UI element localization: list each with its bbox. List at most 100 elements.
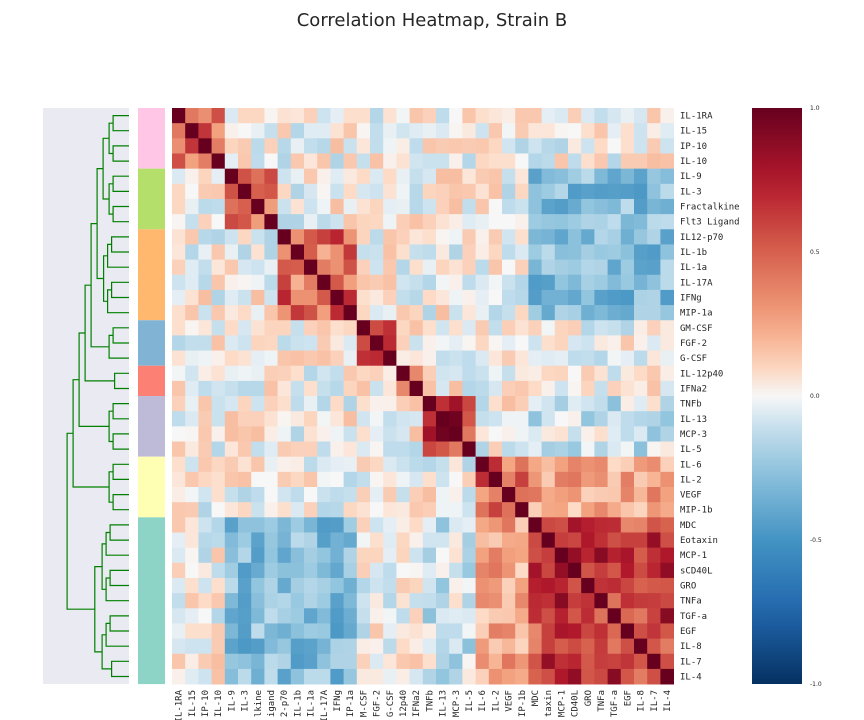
- heatmap-cell: [594, 289, 608, 306]
- heatmap-cell: [198, 108, 212, 124]
- heatmap-cell: [436, 426, 450, 442]
- heatmap-cell: [449, 244, 463, 260]
- heatmap-cell: [515, 517, 529, 533]
- heatmap-cell: [211, 380, 226, 397]
- colorbar-tick-label: 1.0: [810, 105, 820, 112]
- heatmap-cell: [264, 153, 278, 170]
- heatmap-cell: [634, 668, 648, 685]
- heatmap-cell: [290, 274, 305, 291]
- heatmap-cell: [383, 653, 397, 670]
- heatmap-cell: [462, 183, 476, 200]
- heatmap-cell: [568, 502, 582, 518]
- heatmap-cell: [343, 244, 358, 260]
- heatmap-cell: [647, 168, 661, 185]
- heatmap-cell: [185, 350, 199, 367]
- heatmap-cell: [620, 411, 635, 427]
- heatmap-cell: [277, 244, 292, 260]
- heatmap-cell: [198, 608, 212, 624]
- heatmap-cell: [541, 183, 556, 200]
- heatmap-cell: [475, 411, 490, 427]
- heatmap-cell: [370, 305, 384, 321]
- heatmap-cell: [409, 274, 424, 291]
- heatmap-cell: [488, 198, 503, 215]
- heatmap-cell: [172, 668, 186, 685]
- cluster-color-strip: [138, 108, 165, 685]
- heatmap-cell: [224, 183, 239, 200]
- heatmap-cell: [422, 517, 437, 533]
- heatmap-cell: [660, 183, 674, 200]
- heatmap-cell: [620, 365, 635, 382]
- heatmap-cell: [475, 517, 490, 533]
- heatmap-cell: [449, 608, 463, 624]
- heatmap-cell: [356, 668, 371, 685]
- heatmap-cell: [409, 471, 424, 488]
- heatmap-cell: [198, 517, 212, 533]
- heatmap-cell: [475, 562, 490, 579]
- heatmap-cell: [251, 244, 265, 260]
- heatmap-cell: [238, 123, 252, 139]
- heatmap-cell: [647, 577, 661, 594]
- heatmap-cell: [594, 411, 608, 427]
- heatmap-cell: [264, 411, 278, 427]
- heatmap-cell: [290, 365, 305, 382]
- heatmap-cell: [224, 532, 239, 549]
- heatmap-cell: [238, 653, 252, 670]
- heatmap-cell: [475, 532, 490, 549]
- heatmap-cell: [554, 411, 569, 427]
- heatmap-cell: [515, 593, 529, 609]
- heatmap-cell: [264, 108, 278, 124]
- heatmap-cell: [515, 380, 529, 397]
- heatmap-cell: [541, 502, 556, 518]
- heatmap-cell: [264, 168, 278, 185]
- heatmap-cell: [224, 350, 239, 367]
- heatmap-cell: [515, 623, 529, 639]
- heatmap-cell: [607, 577, 622, 594]
- heatmap-cell: [620, 547, 635, 564]
- heatmap-cell: [647, 653, 661, 670]
- heatmap-cell: [198, 487, 212, 503]
- heatmap-cell: [541, 396, 556, 412]
- heatmap-cell: [607, 547, 622, 564]
- heatmap-cell: [383, 426, 397, 442]
- heatmap-cell: [449, 168, 463, 185]
- y-tick-label: MCP-1: [680, 551, 707, 561]
- heatmap-cell: [343, 547, 358, 564]
- heatmap-cell: [462, 335, 476, 351]
- heatmap-cell: [488, 638, 503, 655]
- heatmap-cell: [554, 380, 569, 397]
- heatmap-cell: [290, 214, 305, 230]
- heatmap-cell: [396, 396, 410, 412]
- heatmap-cell: [172, 305, 186, 321]
- heatmap-cell: [370, 532, 384, 549]
- heatmap-cell: [488, 365, 503, 382]
- heatmap-cell: [198, 396, 212, 412]
- heatmap-cell: [502, 274, 516, 291]
- heatmap-cell: [528, 198, 542, 215]
- heatmap-cell: [660, 608, 674, 624]
- heatmap-cell: [515, 183, 529, 200]
- heatmap-cell: [554, 153, 569, 170]
- heatmap-cell: [172, 593, 186, 609]
- heatmap-cell: [409, 198, 424, 215]
- heatmap-cell: [211, 426, 226, 442]
- heatmap-cell: [515, 305, 529, 321]
- heatmap-cell: [224, 547, 239, 564]
- heatmap-cell: [172, 108, 186, 124]
- heatmap-cell: [304, 653, 318, 670]
- heatmap-cell: [475, 502, 490, 518]
- heatmap-cell: [422, 168, 437, 185]
- heatmap-cell: [409, 289, 424, 306]
- heatmap-cell: [422, 502, 437, 518]
- heatmap-cell: [528, 517, 542, 533]
- heatmap-cell: [488, 214, 503, 230]
- heatmap-cell: [330, 350, 344, 367]
- heatmap-cell: [568, 153, 582, 170]
- heatmap-cell: [172, 517, 186, 533]
- heatmap-cell: [343, 123, 358, 139]
- heatmap-cell: [436, 396, 450, 412]
- heatmap-cell: [172, 244, 186, 260]
- heatmap-cell: [515, 123, 529, 139]
- heatmap-cell: [568, 562, 582, 579]
- heatmap-cell: [568, 456, 582, 473]
- heatmap-cell: [515, 471, 529, 488]
